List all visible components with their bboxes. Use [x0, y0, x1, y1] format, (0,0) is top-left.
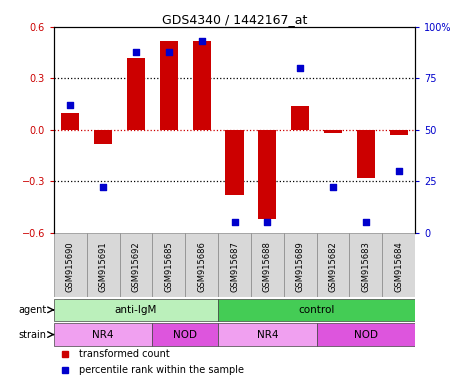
Text: GSM915685: GSM915685 [164, 241, 174, 292]
Point [264, 219, 271, 225]
Text: GSM915688: GSM915688 [263, 241, 272, 292]
Text: strain: strain [19, 329, 47, 339]
Point [165, 48, 173, 55]
Bar [349, 233, 382, 298]
Bar [127, 58, 145, 130]
Bar [390, 130, 408, 135]
Text: GSM915689: GSM915689 [295, 241, 305, 292]
Text: GSM915682: GSM915682 [328, 241, 338, 292]
Point [231, 219, 238, 225]
Bar [61, 113, 79, 130]
Bar [54, 323, 152, 346]
Bar [160, 41, 178, 130]
Bar [258, 130, 276, 219]
Bar [226, 130, 243, 195]
Point [395, 168, 402, 174]
Text: NR4: NR4 [257, 329, 278, 339]
Text: NOD: NOD [173, 329, 197, 339]
Text: GSM915683: GSM915683 [361, 241, 371, 292]
Text: GSM915684: GSM915684 [394, 241, 403, 292]
Text: NOD: NOD [354, 329, 378, 339]
Point [67, 102, 74, 108]
Text: GSM915690: GSM915690 [66, 241, 75, 292]
Point [99, 184, 107, 190]
Bar [357, 130, 375, 178]
Point [362, 219, 370, 225]
Bar [87, 233, 120, 298]
Text: GSM915691: GSM915691 [98, 241, 108, 292]
Bar [54, 299, 218, 321]
Text: GSM915686: GSM915686 [197, 241, 206, 292]
Bar [291, 106, 309, 130]
Bar [193, 41, 211, 130]
Point [132, 48, 140, 55]
Bar [218, 233, 251, 298]
Point [296, 65, 304, 71]
Bar [54, 233, 87, 298]
Text: agent: agent [18, 305, 47, 315]
Bar [324, 130, 342, 133]
Point [198, 38, 205, 45]
Bar [185, 233, 218, 298]
Bar [251, 233, 284, 298]
Text: GSM915687: GSM915687 [230, 241, 239, 292]
Bar [284, 233, 317, 298]
Bar [218, 323, 317, 346]
Bar [218, 299, 415, 321]
Text: GSM915692: GSM915692 [131, 241, 141, 292]
Text: NR4: NR4 [92, 329, 114, 339]
Bar [382, 233, 415, 298]
Text: percentile rank within the sample: percentile rank within the sample [79, 366, 244, 376]
Bar [94, 130, 112, 144]
Bar [152, 233, 185, 298]
Text: transformed count: transformed count [79, 349, 170, 359]
Point [329, 184, 337, 190]
Bar [120, 233, 152, 298]
Text: anti-IgM: anti-IgM [115, 305, 157, 315]
Bar [317, 233, 349, 298]
Bar [152, 323, 218, 346]
Text: control: control [298, 305, 335, 315]
Title: GDS4340 / 1442167_at: GDS4340 / 1442167_at [162, 13, 307, 26]
Bar [317, 323, 415, 346]
